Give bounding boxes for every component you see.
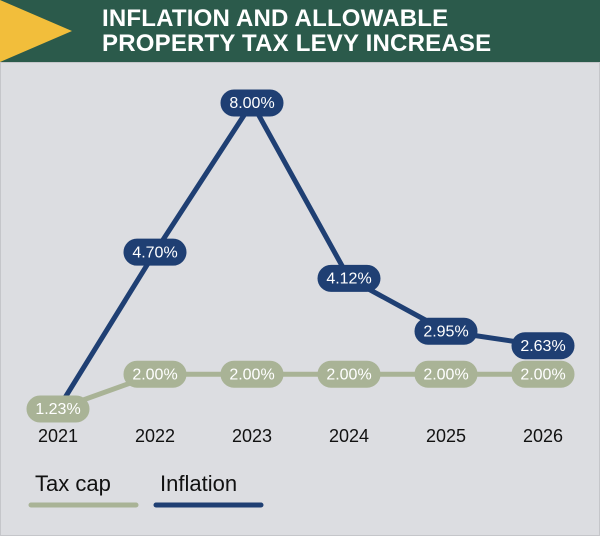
x-tick-label: 2025 — [426, 426, 466, 446]
value-label-pill — [220, 89, 284, 117]
value-label-pill — [123, 360, 187, 388]
chart-title: INFLATION AND ALLOWABLE PROPERTY TAX LEV… — [102, 5, 492, 57]
value-label-pill — [317, 360, 381, 388]
header: INFLATION AND ALLOWABLE PROPERTY TAX LEV… — [0, 0, 600, 62]
x-tick-label: 2023 — [232, 426, 272, 446]
x-tick-label: 2022 — [135, 426, 175, 446]
value-label: 4.12% — [326, 271, 371, 288]
value-label-pill — [414, 317, 478, 345]
value-label-pill — [511, 360, 575, 388]
value-label: 2.00% — [229, 366, 274, 383]
value-label: 1.23% — [35, 401, 80, 418]
value-label-pill — [26, 395, 90, 423]
value-label: 2.00% — [520, 366, 565, 383]
value-label-pill — [317, 264, 381, 292]
value-label-pill — [414, 360, 478, 388]
value-label: 2.00% — [326, 366, 371, 383]
value-label: 2.63% — [520, 338, 565, 355]
x-tick-label: 2026 — [523, 426, 563, 446]
legend-label: Tax cap — [35, 471, 111, 496]
value-label-pill — [511, 332, 575, 360]
value-label: 2.00% — [132, 366, 177, 383]
legend-label: Inflation — [160, 471, 237, 496]
value-label-pill — [220, 360, 284, 388]
value-label: 4.70% — [132, 244, 177, 261]
x-tick-label: 2024 — [329, 426, 369, 446]
value-label: 2.95% — [423, 323, 468, 340]
x-tick-label: 2021 — [38, 426, 78, 446]
value-label: 2.00% — [423, 366, 468, 383]
header-arrow — [0, 0, 72, 62]
value-label: 8.00% — [229, 95, 274, 112]
value-label-pill — [123, 238, 187, 266]
